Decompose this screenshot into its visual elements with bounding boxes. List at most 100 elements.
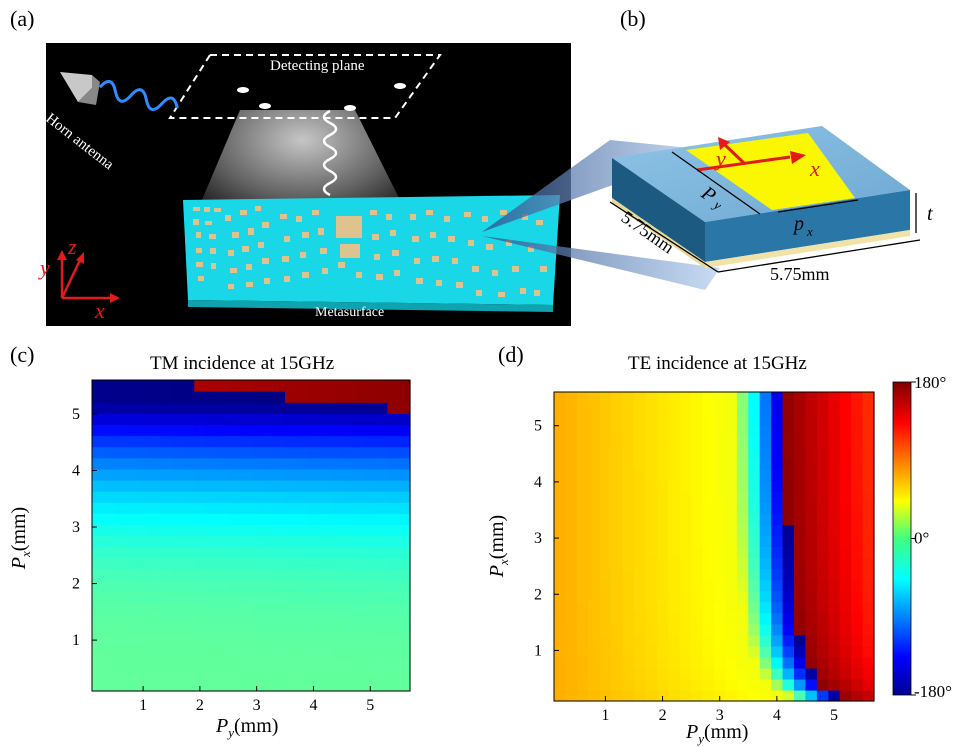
chart-d-cell: [862, 689, 875, 702]
chart-c-cell: [307, 535, 320, 548]
chart-d-cell: [599, 590, 612, 603]
chart-c-cell: [330, 591, 343, 603]
chart-c-cell: [171, 413, 184, 426]
chart-c-cell: [171, 479, 184, 492]
chart-d-cell: [736, 469, 749, 481]
chart-d-cell: [782, 425, 795, 437]
chart-d-cell: [611, 502, 624, 514]
chart-d-cell: [554, 524, 567, 537]
chart-c-cell: [262, 424, 275, 437]
chart-d-cell: [668, 590, 681, 603]
chart-d-cell: [839, 436, 852, 448]
chart-d-cell: [634, 447, 647, 459]
chart-d-cell: [554, 392, 567, 404]
chart-c-cell: [92, 457, 104, 470]
chart-d-cell: [554, 590, 567, 603]
chart-d-cell: [828, 656, 841, 669]
chart-c-cell: [103, 468, 116, 481]
chart-d-cell: [759, 513, 772, 526]
chart-c-cell: [285, 402, 298, 414]
chart-d-cell: [702, 491, 715, 503]
chart-d-cell: [725, 535, 738, 548]
metasurface-label: Metasurface: [315, 305, 384, 320]
chart-d-cell: [679, 590, 692, 603]
chart-d-cell: [816, 458, 829, 470]
chart-d-cell: [816, 612, 829, 625]
chart-c-cell: [137, 524, 150, 537]
chart-d-cell: [691, 469, 704, 481]
chart-d-cell: [794, 414, 807, 426]
chart-d-cell: [771, 678, 784, 691]
chart-d-cell: [862, 601, 875, 614]
chart-c-cell: [239, 668, 252, 681]
chart-d-cell: [656, 678, 669, 691]
chart-c-cell: [114, 491, 127, 503]
chart-c-cell: [182, 535, 195, 548]
chart-d-cell: [759, 590, 772, 603]
chart-d-cell: [725, 568, 738, 581]
chart-d-cell: [576, 491, 589, 503]
chart-c-cell: [285, 591, 298, 603]
chart-d-cell: [782, 403, 795, 415]
chart-d-cell: [656, 667, 669, 680]
chart-d-cell: [702, 546, 715, 559]
chart-d-cell: [599, 458, 612, 470]
chart-c-cell: [262, 613, 275, 625]
chart-c-cell: [205, 391, 218, 403]
chart-c-cell: [114, 646, 127, 659]
chart-c-cell: [182, 468, 195, 481]
chart-c-cell: [353, 524, 366, 537]
chart-c-cell: [148, 535, 161, 548]
chart-c-cell: [171, 635, 184, 648]
chart-c-cell: [398, 491, 411, 503]
chart-c-cell: [148, 513, 161, 525]
chart-c-cell: [171, 435, 184, 448]
chart-d-cell: [691, 579, 704, 592]
chart-c-cell: [330, 657, 343, 670]
chart-c-cell: [307, 380, 320, 392]
chart-d-cell: [588, 502, 601, 514]
chart-c-title: TM incidence at 15GHz: [150, 353, 335, 374]
chart-d-cell: [656, 524, 669, 537]
chart-c-cell: [148, 591, 161, 603]
chart-d-cell: [622, 458, 635, 470]
detecting-plane: [168, 54, 442, 119]
chart-d-cell: [599, 491, 612, 503]
chart-d-cell: [611, 678, 624, 691]
chart-c-cell: [319, 602, 332, 614]
chart-d-cell: [702, 392, 715, 404]
chart-d-cell: [634, 656, 647, 669]
chart-c-cell: [330, 579, 343, 592]
chart-d-cell: [839, 590, 852, 603]
chart-d-cell: [679, 689, 692, 702]
chart-d-cell: [736, 546, 749, 559]
chart-d-cell: [851, 480, 864, 492]
chart-d-cell: [565, 557, 578, 570]
chart-d-cell: [816, 535, 829, 548]
chart-d-cell: [634, 535, 647, 548]
chart-d-cell: [611, 414, 624, 426]
chart-c-cell: [296, 468, 309, 481]
chart-c-cell: [341, 391, 354, 403]
chart-d-cell: [702, 403, 715, 415]
chart-d-cell: [679, 392, 692, 404]
chart-c-cell: [171, 424, 184, 437]
chart-d-cell: [828, 546, 841, 559]
chart-d-cell: [702, 689, 715, 702]
chart-d-cell: [611, 579, 624, 592]
chart-d-cell: [611, 469, 624, 481]
chart-c-x-tick-label: 3: [253, 697, 261, 714]
chart-d-y-tick-label: 3: [534, 530, 542, 547]
chart-d-cell: [782, 612, 795, 625]
chart-c-cell: [126, 557, 139, 570]
chart-d-cell: [725, 634, 738, 647]
chart-c-cell: [92, 491, 104, 503]
chart-d-cell: [862, 535, 875, 548]
chart-c-cell: [126, 435, 139, 448]
chart-d-cell: [771, 436, 784, 448]
chart-d-cell: [725, 513, 738, 526]
chart-d-cell: [679, 601, 692, 614]
chart-c-cell: [194, 679, 207, 692]
chart-d-cell: [794, 656, 807, 669]
